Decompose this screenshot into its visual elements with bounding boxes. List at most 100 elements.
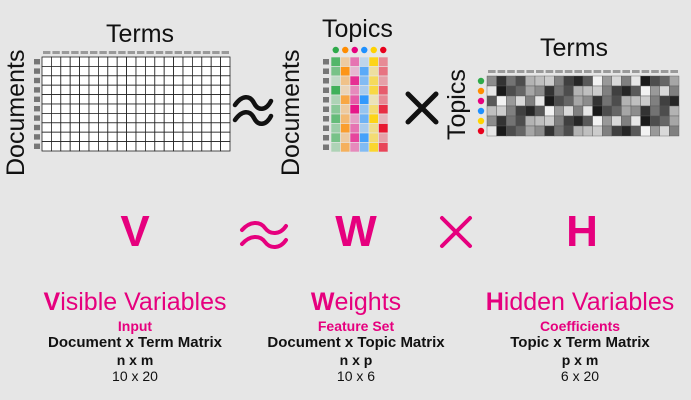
term-marker xyxy=(555,70,563,73)
matrix-cell xyxy=(340,104,351,115)
matrix-cell xyxy=(602,95,613,107)
matrix-cell xyxy=(544,85,555,97)
coefficients-subtitle: Coefficients xyxy=(539,317,621,334)
matrix-cell xyxy=(144,66,156,77)
matrix-cell xyxy=(220,141,231,152)
matrix-cell xyxy=(554,75,565,87)
matrix-cell xyxy=(41,141,52,152)
matrix-cell xyxy=(330,104,341,115)
matrix-cell xyxy=(51,75,62,86)
matrix-cell xyxy=(349,94,360,105)
matrix-cell xyxy=(349,66,360,77)
matrix-cell xyxy=(525,95,536,107)
matrix-cell xyxy=(582,115,593,127)
matrix-cell xyxy=(41,56,52,67)
matrix-cell xyxy=(340,66,351,77)
matrix-cell xyxy=(116,56,127,67)
visible-variables-title: Visible Variables xyxy=(43,288,227,316)
equation-v: V xyxy=(120,207,150,256)
term-marker xyxy=(651,70,659,73)
matrix-cell xyxy=(544,125,555,137)
feature-set-subtitle: Feature Set xyxy=(317,317,395,334)
matrix-cell xyxy=(486,75,497,87)
matrix-cell xyxy=(368,75,379,86)
matrix-cell xyxy=(621,115,632,127)
matrix-cell xyxy=(359,142,370,153)
matrix-cell xyxy=(592,75,603,87)
term-marker xyxy=(127,51,135,54)
matrix-cell xyxy=(602,115,613,127)
matrix-cell xyxy=(359,113,370,124)
matrix-cell xyxy=(60,75,71,86)
v-size: 10 x 20 xyxy=(112,368,158,385)
matrix-cell xyxy=(107,84,118,95)
document-marker xyxy=(323,135,329,141)
matrix-cell xyxy=(650,105,661,117)
matrix-cell xyxy=(592,115,603,127)
matrix-cell xyxy=(60,141,71,152)
matrix-cell xyxy=(534,115,545,127)
document-marker xyxy=(323,116,329,122)
matrix-cell xyxy=(69,84,80,95)
term-marker xyxy=(526,70,534,73)
matrix-cell xyxy=(220,75,231,86)
matrix-cell xyxy=(368,85,379,96)
matrix-cell xyxy=(359,104,370,115)
matrix-cell xyxy=(79,103,90,114)
document-marker xyxy=(323,87,329,93)
matrix-cell xyxy=(554,115,565,127)
v-dims: n x m xyxy=(116,351,154,368)
matrix-cell xyxy=(378,142,389,153)
matrix-cell xyxy=(126,56,137,67)
equation-h: H xyxy=(566,207,598,256)
matrix-cell xyxy=(220,56,231,67)
matrix-cell xyxy=(506,125,517,137)
matrix-cell xyxy=(173,84,184,95)
matrix-cell xyxy=(51,94,62,105)
matrix-cell xyxy=(378,113,389,124)
matrix-cell xyxy=(144,94,156,105)
matrix-cell xyxy=(135,66,146,77)
matrix-cell xyxy=(51,84,62,95)
weights-column: Weights Feature Set Document x Topic Mat… xyxy=(241,288,471,385)
matrix-cell xyxy=(630,115,641,127)
term-marker xyxy=(488,70,496,73)
matrix-cell xyxy=(669,115,680,127)
matrix-cell xyxy=(378,123,389,134)
matrix-cell xyxy=(60,131,71,142)
matrix-cell xyxy=(201,113,212,124)
h-terms-label: Terms xyxy=(540,34,609,62)
matrix-cell xyxy=(69,94,80,105)
matrix-cell xyxy=(173,56,184,67)
matrix-cell xyxy=(563,95,574,107)
w-size: 10 x 6 xyxy=(336,368,376,385)
term-marker xyxy=(507,70,515,73)
document-marker xyxy=(34,77,40,84)
matrix-cell xyxy=(563,75,574,87)
document-marker xyxy=(34,68,40,74)
matrix-cell xyxy=(368,94,379,105)
topic-dot xyxy=(332,46,339,54)
matrix-cell xyxy=(79,56,90,67)
visible-variables-column: Visible Variables Input Document x Term … xyxy=(20,288,250,385)
matrix-cell xyxy=(154,75,165,86)
matrix-cell xyxy=(163,122,174,133)
document-topic-matrix xyxy=(323,46,389,153)
matrix-cell xyxy=(41,75,52,86)
matrix-cell xyxy=(220,94,231,105)
matrix-cell xyxy=(116,131,127,142)
matrix-cell xyxy=(554,95,565,107)
matrix-cell xyxy=(98,103,109,114)
term-marker xyxy=(174,51,182,54)
matrix-cell xyxy=(359,85,370,96)
matrix-cell xyxy=(330,94,341,105)
topic-dot xyxy=(361,46,368,54)
matrix-cell xyxy=(368,132,379,143)
matrix-cell xyxy=(41,94,52,105)
matrix-cell xyxy=(201,141,212,152)
matrix-cell xyxy=(135,84,146,95)
topic-dot xyxy=(477,117,485,125)
matrix-cell xyxy=(486,115,497,127)
matrix-cell xyxy=(368,113,379,124)
input-subtitle: Input xyxy=(117,317,153,334)
